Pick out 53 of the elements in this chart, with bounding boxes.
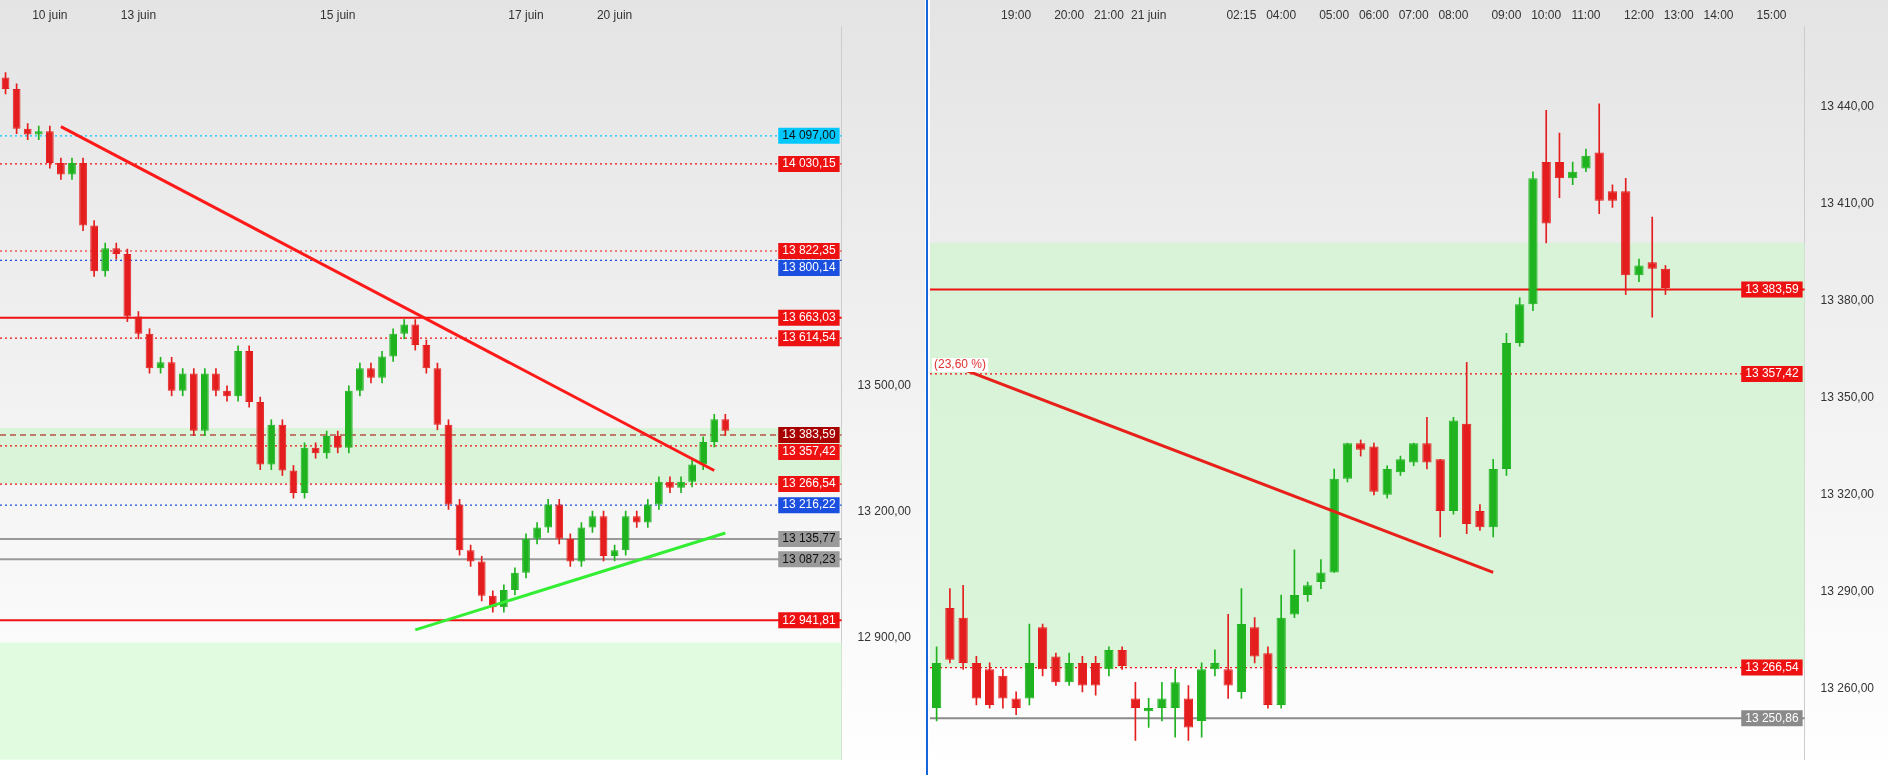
- ref-line-label: 13 357,42: [782, 444, 836, 459]
- y-tick-label: 13 260,00: [1820, 681, 1875, 696]
- x-tick-label: 15:00: [1756, 7, 1787, 22]
- ref-line-label: 13 357,42: [1745, 366, 1799, 381]
- ref-line-label: 13 663,03: [782, 310, 836, 325]
- x-tick-label: 10 juin: [32, 7, 68, 22]
- x-tick-label: 21 juin: [1130, 7, 1167, 22]
- x-tick-label: 11:00: [1571, 7, 1601, 22]
- x-tick-label: 09:00: [1491, 7, 1522, 22]
- ref-line-label: 13 383,59: [782, 427, 836, 442]
- ref-line-label: 13 383,59: [1745, 281, 1799, 296]
- candlestick: [1647, 216, 1657, 318]
- ref-line-label: 12 941,81: [782, 612, 836, 627]
- y-tick-label: 13 320,00: [1820, 487, 1875, 502]
- ref-line-label: 14 030,15: [782, 156, 836, 171]
- y-tick-label: 13 350,00: [1820, 390, 1875, 405]
- candlestick: [1223, 614, 1233, 699]
- x-tick-label: 14:00: [1703, 7, 1734, 22]
- x-tick-label: 08:00: [1438, 7, 1469, 22]
- y-tick-label: 13 410,00: [1820, 196, 1875, 211]
- ref-line-label: 13 614,54: [782, 330, 836, 345]
- ref-line-label: 13 250,86: [1745, 710, 1799, 725]
- x-tick-label: 17 juin: [508, 7, 544, 22]
- x-tick-label: 21:00: [1093, 7, 1125, 22]
- ref-line-label: 13 266,54: [1745, 659, 1799, 674]
- ref-line-label: 13 216,22: [782, 497, 836, 512]
- x-tick-label: 07:00: [1398, 7, 1430, 22]
- x-tick-label: 19:00: [1001, 7, 1032, 22]
- ref-line-label: 13 822,35: [782, 243, 836, 258]
- ref-line-label: 13 800,14: [782, 260, 836, 275]
- ref-line-label: 13 087,23: [782, 551, 836, 566]
- annotation: (23,60 %): [934, 357, 987, 372]
- x-tick-label: 06:00: [1358, 7, 1390, 22]
- y-tick-label: 13 200,00: [857, 504, 912, 519]
- x-tick-label: 04:00: [1266, 7, 1297, 22]
- candlestick: [1210, 649, 1220, 677]
- x-tick-label: 13:00: [1663, 7, 1695, 22]
- x-tick-label: 12:00: [1623, 7, 1655, 22]
- ref-line-label: 13 266,54: [782, 476, 836, 491]
- y-tick-label: 13 380,00: [1820, 293, 1875, 308]
- x-tick-label: 15 juin: [320, 7, 356, 22]
- y-tick-label: 12 900,00: [857, 630, 912, 645]
- ref-line-label: 13 135,77: [782, 531, 836, 546]
- x-tick-label: 13 juin: [120, 7, 157, 22]
- ref-line-label: 14 097,00: [782, 128, 836, 143]
- y-tick-label: 13 440,00: [1820, 99, 1875, 114]
- x-tick-label: 02:15: [1226, 7, 1257, 22]
- y-tick-label: 13 500,00: [857, 378, 912, 393]
- x-tick-label: 20:00: [1054, 7, 1085, 22]
- x-tick-label: 20 juin: [596, 7, 633, 22]
- y-tick-label: 13 290,00: [1820, 584, 1875, 599]
- x-tick-label: 05:00: [1319, 7, 1350, 22]
- x-tick-label: 10:00: [1531, 7, 1562, 22]
